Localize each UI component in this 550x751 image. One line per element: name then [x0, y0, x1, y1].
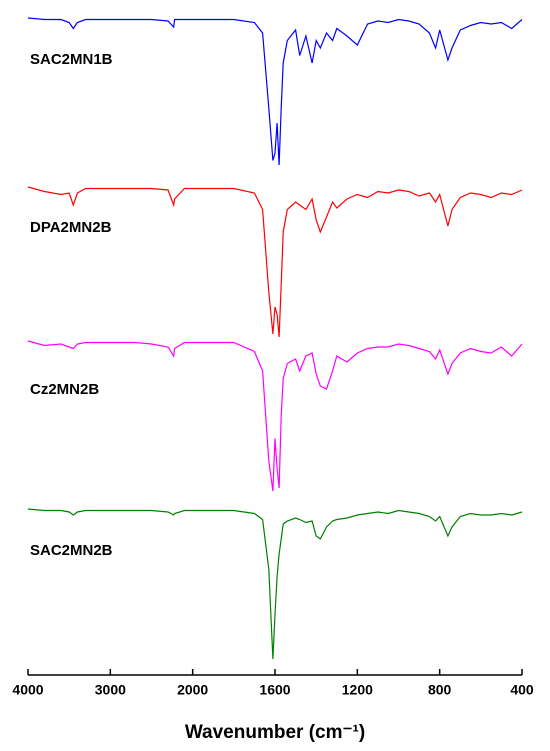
spectrum-line — [27, 17, 523, 166]
x-tick-label: 400 — [510, 682, 534, 698]
x-tick-label: 800 — [428, 682, 452, 698]
series-label: SAC2MN2B — [30, 542, 113, 559]
x-tick-label: 4000 — [12, 682, 43, 698]
x-tick-label: 3000 — [95, 682, 126, 698]
x-tick-label: 1600 — [259, 682, 290, 698]
x-tick-label: 2000 — [177, 682, 208, 698]
series-label: SAC2MN1B — [30, 51, 113, 68]
x-tick-label: 1200 — [342, 682, 373, 698]
spectrum-line — [27, 186, 523, 338]
series-label: Cz2MN2B — [30, 381, 99, 398]
spectrum-line — [27, 340, 523, 492]
spectrum-line — [27, 508, 523, 660]
x-axis-title: Wavenumber (cm⁻¹) — [185, 722, 365, 743]
series-label: DPA2MN2B — [30, 219, 112, 236]
